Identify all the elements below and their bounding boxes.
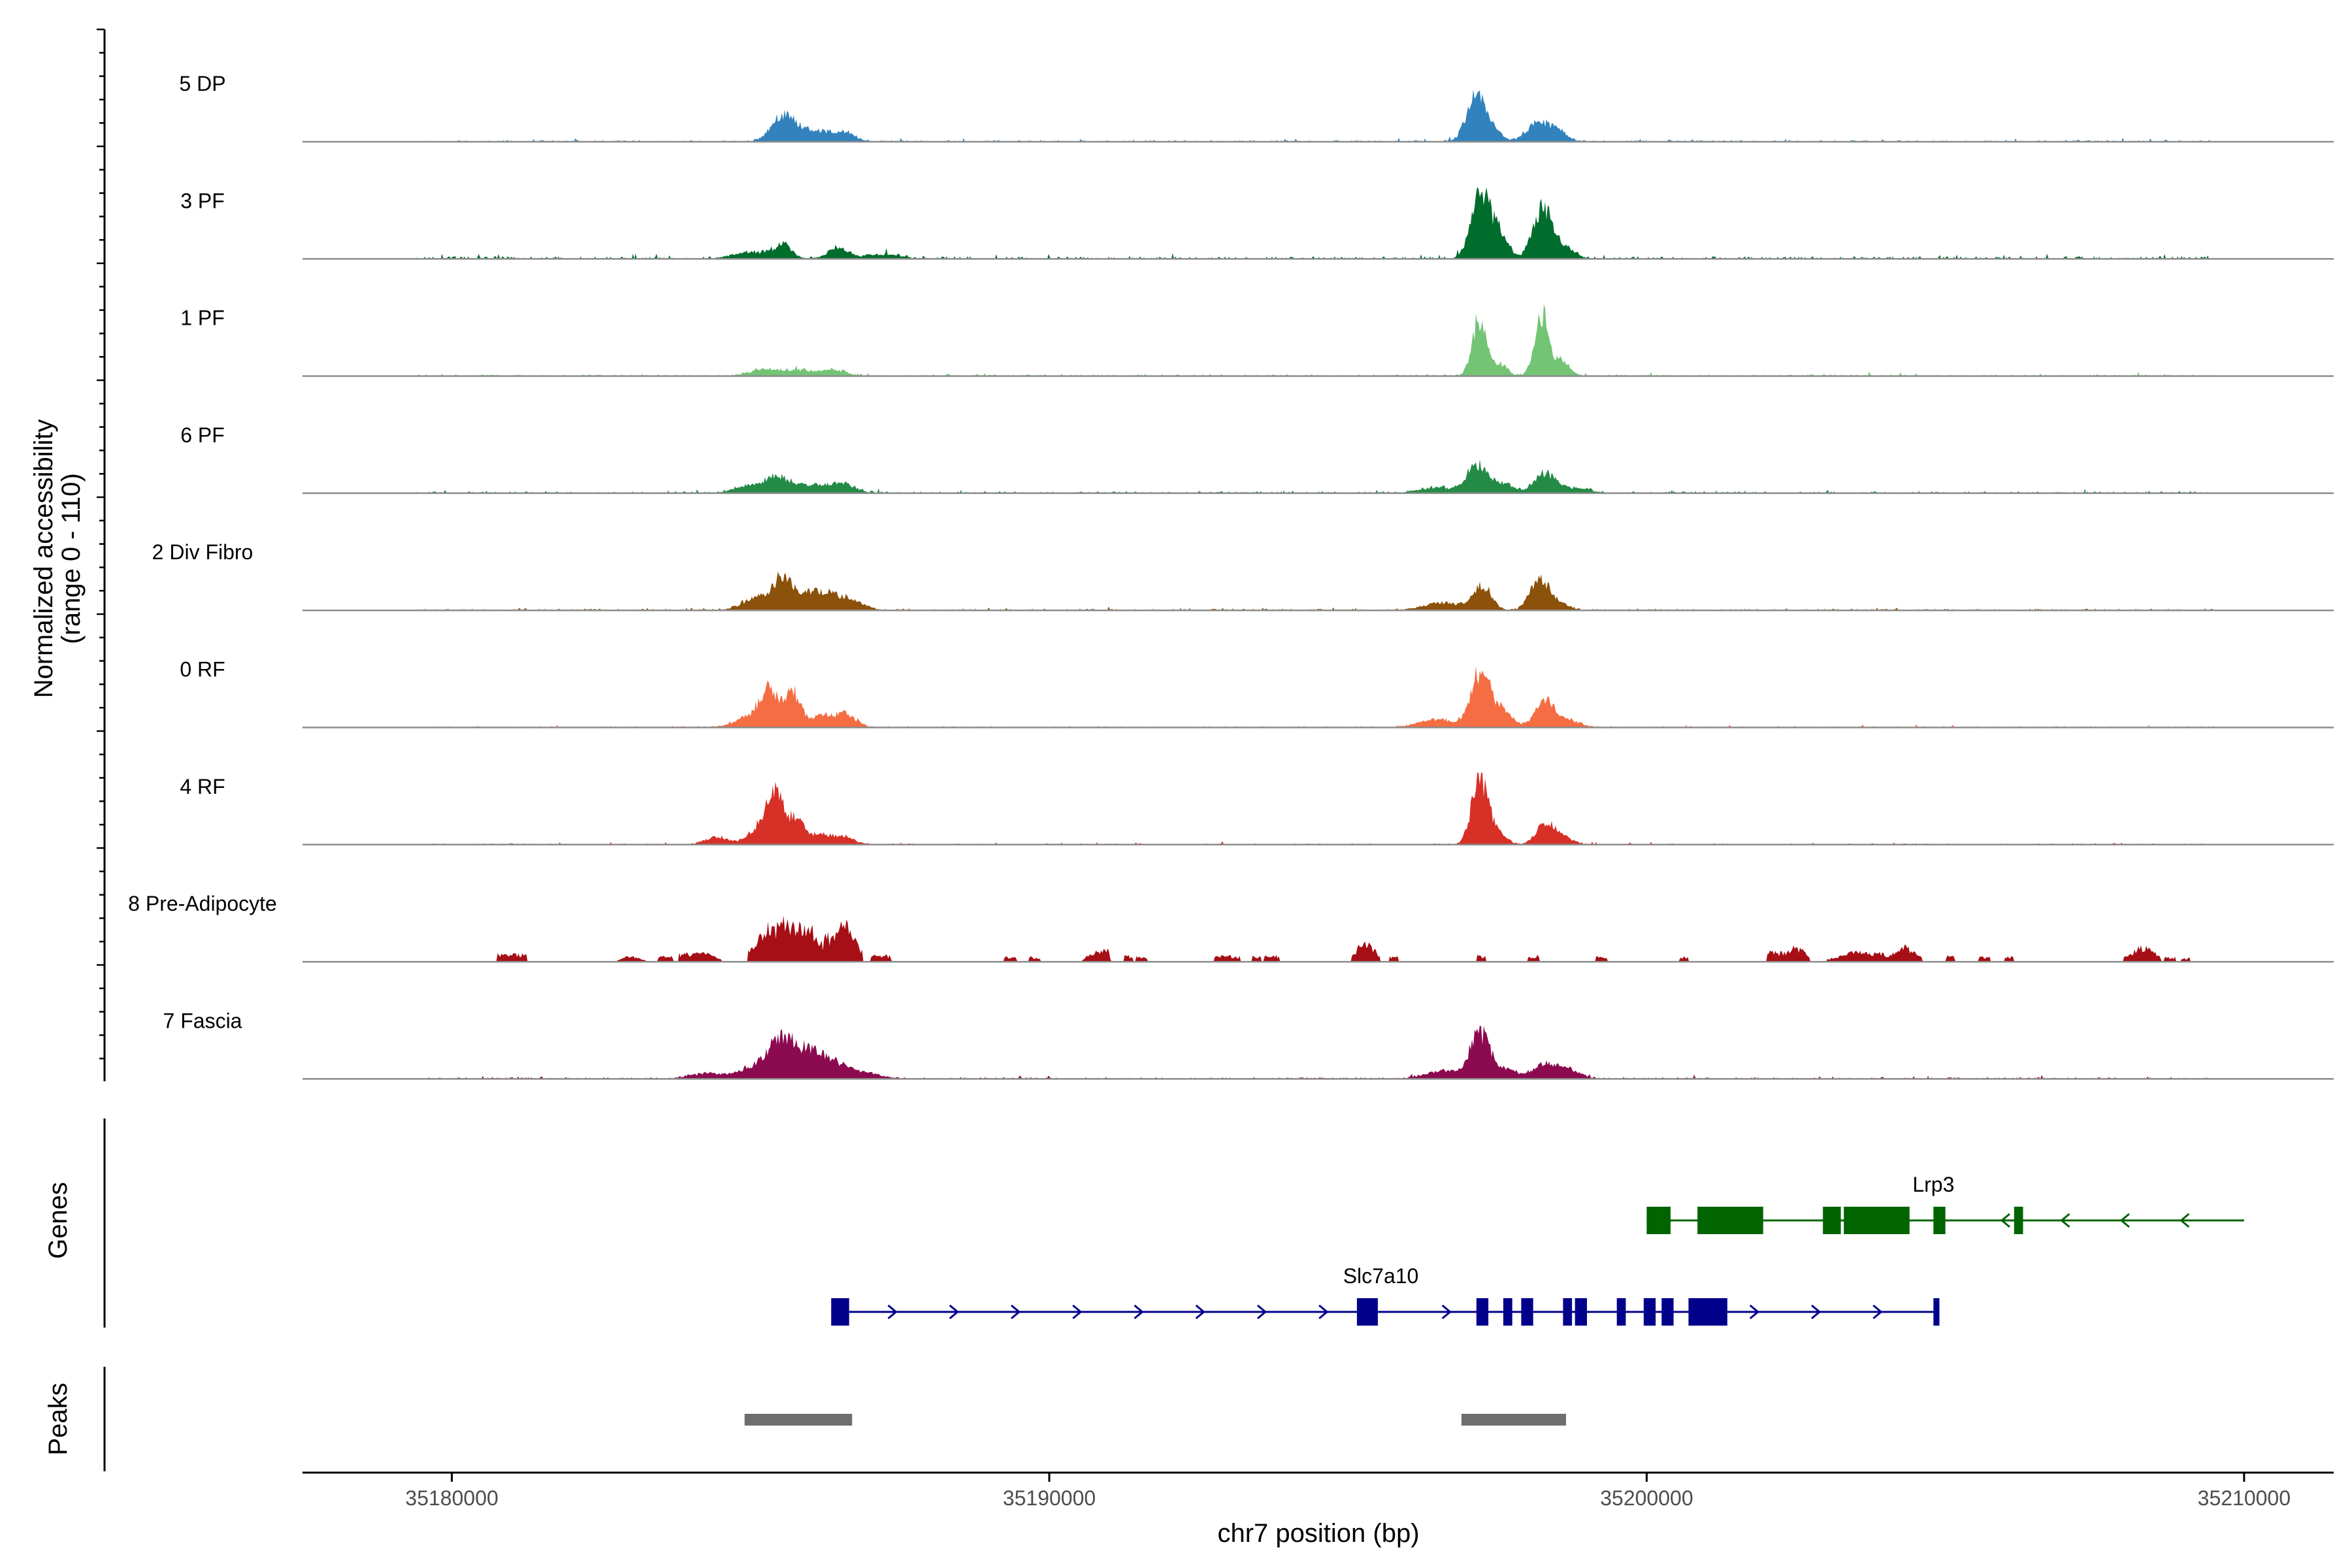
- track-label: 6 PF: [180, 423, 225, 447]
- gene-exon: [1646, 1207, 1671, 1234]
- track-label: 0 RF: [180, 658, 225, 681]
- strand-arrow: [2119, 1213, 2130, 1228]
- strand-arrow: [1195, 1304, 1206, 1320]
- x-axis-tick-label: 35180000: [405, 1486, 498, 1510]
- genes-track: Lrp3 Slc7a10: [831, 1173, 2244, 1326]
- coverage-area: [416, 459, 2215, 493]
- track-8-pre-adipocyte: 8 Pre-Adipocyte: [128, 892, 2334, 963]
- track-label: 8 Pre-Adipocyte: [128, 892, 277, 915]
- strand-arrow: [1134, 1304, 1144, 1320]
- gene-exon: [1844, 1207, 1910, 1234]
- peak-region: [1461, 1414, 1566, 1426]
- gene-exon: [1643, 1298, 1656, 1326]
- track-3-pf: 3 PF: [180, 187, 2334, 260]
- strand-arrow: [1811, 1304, 1821, 1320]
- strand-arrow: [1072, 1304, 1083, 1320]
- gene-label: Lrp3: [1912, 1173, 1954, 1196]
- coverage-area: [416, 772, 2215, 845]
- strand-arrow: [2000, 1213, 2011, 1228]
- strand-arrow: [949, 1304, 960, 1320]
- track-label: 7 Fascia: [163, 1009, 242, 1032]
- gene-exon: [1356, 1298, 1378, 1326]
- gene-exon: [1521, 1298, 1533, 1326]
- x-axis-tick-label: 35210000: [2198, 1486, 2291, 1510]
- strand-arrow: [1441, 1304, 1452, 1320]
- gene-exon: [1697, 1207, 1763, 1234]
- strand-arrow: [1010, 1304, 1021, 1320]
- gene-lrp3: Lrp3: [1646, 1173, 2244, 1234]
- strand-arrow: [2180, 1213, 2190, 1228]
- gene-exon: [1503, 1298, 1512, 1326]
- y-axis-title-line2: (range 0 - 110): [57, 473, 86, 644]
- gene-exon: [1563, 1298, 1573, 1326]
- strand-arrow: [1256, 1304, 1267, 1320]
- strand-arrow: [2060, 1213, 2070, 1228]
- track-0-rf: 0 RF: [180, 658, 2334, 728]
- gene-exon: [831, 1298, 849, 1326]
- coverage-area: [416, 1025, 2215, 1079]
- axis-labels: Normalized accessibility (range 0 - 110)…: [29, 419, 1420, 1548]
- x-axis-title: chr7 position (bp): [1217, 1519, 1419, 1548]
- y-axis-title-line1: Normalized accessibility: [29, 419, 58, 698]
- coverage-area: [493, 915, 2215, 962]
- gene-exon: [2014, 1207, 2023, 1234]
- strand-arrow: [1318, 1304, 1329, 1320]
- track-2-div-fibro: 2 Div Fibro: [152, 540, 2334, 612]
- gene-exon: [1616, 1298, 1626, 1326]
- track-label: 4 RF: [180, 775, 225, 798]
- peak-region: [744, 1414, 853, 1426]
- gene-exon: [1823, 1207, 1841, 1234]
- gene-slc7a10: Slc7a10: [831, 1264, 1940, 1326]
- peaks-track: [744, 1414, 1566, 1426]
- strand-arrow: [887, 1304, 898, 1320]
- coverage-area: [416, 666, 2215, 728]
- gene-label: Slc7a10: [1343, 1264, 1419, 1288]
- strand-arrow: [1872, 1304, 1883, 1320]
- x-axis-tick-label: 35190000: [1003, 1486, 1096, 1510]
- track-label: 1 PF: [180, 306, 225, 330]
- gene-exon: [1661, 1298, 1674, 1326]
- peaks-section-label: Peaks: [44, 1382, 73, 1455]
- coverage-area: [416, 571, 2215, 611]
- coverage-area: [416, 89, 2215, 142]
- strand-arrow: [1749, 1304, 1760, 1320]
- gene-exon: [1933, 1298, 1940, 1326]
- coverage-area: [416, 304, 2215, 376]
- track-label: 2 Div Fibro: [152, 540, 253, 564]
- gene-exon: [1476, 1298, 1489, 1326]
- coverage-area: [416, 187, 2215, 259]
- track-7-fascia: 7 Fascia: [163, 1009, 2334, 1080]
- track-1-pf: 1 PF: [180, 304, 2334, 377]
- gene-exon: [1933, 1207, 1946, 1234]
- genes-section-label: Genes: [44, 1182, 73, 1259]
- gene-exon: [1688, 1298, 1727, 1326]
- track-4-rf: 4 RF: [180, 772, 2334, 846]
- axes: 35180000 35190000 35200000 35210000: [97, 28, 2334, 1510]
- track-label: 3 PF: [180, 189, 225, 212]
- track-5-dp: 5 DP: [179, 72, 2334, 143]
- track-label: 5 DP: [179, 72, 225, 95]
- gene-exon: [1575, 1298, 1587, 1326]
- x-axis-tick-label: 35200000: [1600, 1486, 1693, 1510]
- accessibility-tracks: 5 DP 3 PF 1 PF 6 PF 2 Div Fibro 0 RF 4 RF 8 Pre…: [128, 72, 2334, 1080]
- track-6-pf: 6 PF: [180, 423, 2334, 495]
